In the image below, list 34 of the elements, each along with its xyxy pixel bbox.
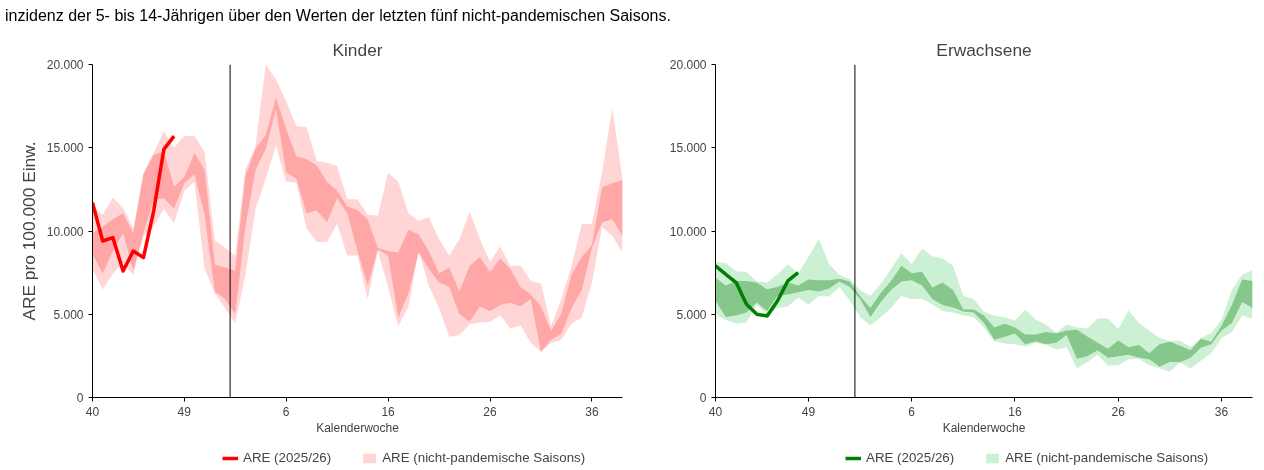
x-tick-label: 16 [1008,404,1022,419]
y-tick-label: 15.000 [46,141,84,156]
y-tick-label: 5.000 [53,307,84,322]
x-tick-label: 36 [1214,404,1229,419]
x-tick-label: 40 [85,404,100,419]
text: inzidenz der 5- bis 14-Jährigen über den Werten der letzten fünf nicht-pandemischen Saisons. [5,6,671,26]
chart-title: Kinder [332,39,383,60]
legend-label: ARE (nicht-pandemische Saisons) [382,450,586,465]
x-tick-label: 6 [282,404,290,419]
line-series [92,134,176,273]
x-tick-label: 40 [708,404,723,419]
y-tick-label: 15.000 [669,141,707,156]
x-tick-label: 49 [177,404,192,419]
x-tick-label: 49 [801,404,816,419]
y-axis-title: ARE pro 100.000 Einw. [18,141,39,321]
y-tick-label: 20.000 [46,58,84,72]
chart-title: Erwachsene [936,39,1032,60]
x-tick-label: 6 [908,404,916,419]
y-tick-label: 10.000 [46,224,84,239]
x-tick-label: 16 [381,404,396,419]
y-tick-label: 0 [699,391,707,405]
x-tick-label: 26 [1111,404,1126,419]
y-tick-label: 20.000 [669,58,707,72]
x-tick-label: 36 [585,404,599,419]
legend-label: ARE (2025/26) [866,450,955,465]
y-tick-label: 10.000 [669,224,707,239]
x-axis-title: Kalenderwoche [942,420,1026,435]
y-tick-label: 0 [76,391,84,405]
x-axis-title: Kalenderwoche [316,420,400,435]
legend-label: ARE (nicht-pandemische Saisons) [1005,450,1209,465]
x-tick-label: 26 [483,404,497,419]
line-series [715,264,800,318]
legend-label: ARE (2025/26) [243,450,332,465]
y-tick-label: 5.000 [676,307,707,322]
